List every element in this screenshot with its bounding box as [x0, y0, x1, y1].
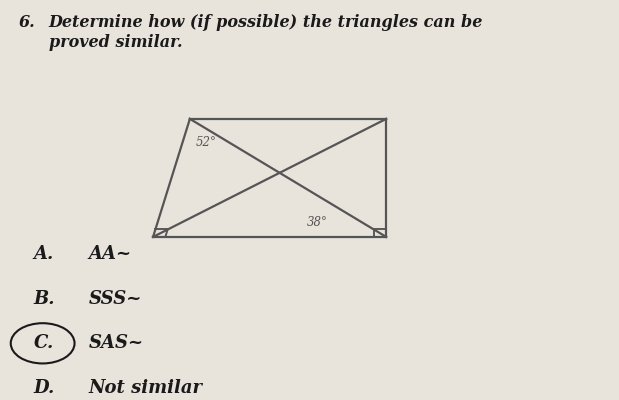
Text: 52°: 52° [196, 136, 217, 149]
Text: Not similar: Not similar [89, 379, 202, 397]
Text: C.: C. [33, 334, 54, 352]
Text: SAS~: SAS~ [89, 334, 144, 352]
Text: D.: D. [33, 379, 54, 397]
Text: 38°: 38° [306, 216, 327, 229]
Text: Determine how (if possible) the triangles can be
proved similar.: Determine how (if possible) the triangle… [49, 14, 483, 51]
Text: 6.: 6. [18, 14, 35, 31]
Text: SSS~: SSS~ [89, 290, 142, 308]
Text: A.: A. [33, 245, 54, 263]
Text: B.: B. [33, 290, 55, 308]
Text: AA~: AA~ [89, 245, 132, 263]
